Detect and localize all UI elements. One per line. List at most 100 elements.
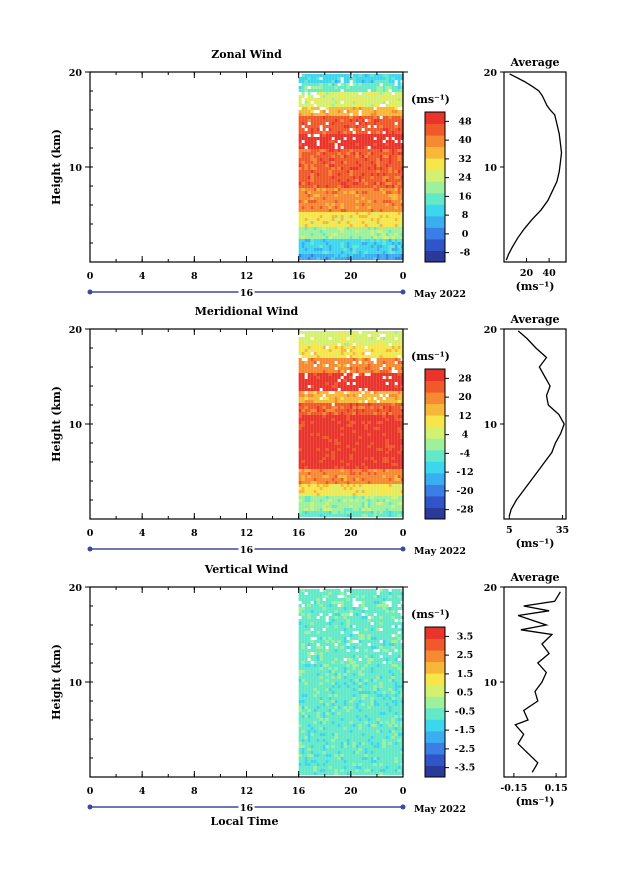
heatmap-cell xyxy=(370,340,374,343)
heatmap-cell xyxy=(379,481,383,484)
heatmap-cell xyxy=(385,637,389,640)
heatmap-cell xyxy=(325,490,329,493)
heatmap-cell xyxy=(325,415,329,418)
heatmap-cell xyxy=(337,610,341,613)
heatmap-cell xyxy=(313,361,317,364)
heatmap-cell xyxy=(304,643,308,646)
heatmap-cell xyxy=(361,640,365,643)
heatmap-cell xyxy=(361,502,365,505)
heatmap-cell xyxy=(349,490,353,493)
heatmap-cell xyxy=(316,379,320,382)
heatmap-cell xyxy=(322,343,326,346)
date-range-end xyxy=(400,289,406,295)
heatmap-cell xyxy=(331,619,335,622)
heatmap-cell xyxy=(322,514,326,517)
heatmap-cell xyxy=(304,472,308,475)
heatmap-cell xyxy=(391,110,395,113)
heatmap-cell xyxy=(364,355,368,358)
heatmap-cell xyxy=(352,164,356,167)
heatmap-cell xyxy=(355,442,359,445)
heatmap-cell xyxy=(394,496,398,499)
heatmap-cell xyxy=(397,188,401,191)
heatmap-cell xyxy=(358,125,362,128)
heatmap-cell xyxy=(328,101,332,104)
heatmap-cell xyxy=(322,173,326,176)
heatmap-cell xyxy=(364,158,368,161)
heatmap-cell xyxy=(367,113,371,116)
heatmap-cell xyxy=(319,137,323,140)
heatmap-cell xyxy=(361,173,365,176)
heatmap-cell xyxy=(355,119,359,122)
heatmap-cell xyxy=(382,433,386,436)
heatmap-cell xyxy=(337,589,341,592)
heatmap-cell xyxy=(391,104,395,107)
profile-line xyxy=(508,330,565,517)
heatmap-cell xyxy=(379,155,383,158)
heatmap-cell xyxy=(361,245,365,248)
heatmap-cell xyxy=(319,604,323,607)
heatmap-cell xyxy=(397,412,401,415)
heatmap-cell xyxy=(325,86,329,89)
heatmap-cell xyxy=(310,346,314,349)
heatmap-cell xyxy=(316,463,320,466)
heatmap-cell xyxy=(322,421,326,424)
heatmap-cell xyxy=(340,355,344,358)
heatmap-cell xyxy=(325,604,329,607)
heatmap-cell xyxy=(397,490,401,493)
heatmap-cell xyxy=(304,182,308,185)
heatmap-cell xyxy=(325,257,329,260)
heatmap-cell xyxy=(334,113,338,116)
heatmap-cell xyxy=(343,625,347,628)
heatmap-cell xyxy=(391,601,395,604)
heatmap-cell xyxy=(388,370,392,373)
heatmap-cell xyxy=(298,496,302,499)
heatmap-cell xyxy=(385,448,389,451)
heatmap-cell xyxy=(358,74,362,77)
heatmap-cell xyxy=(391,122,395,125)
heatmap-cell xyxy=(316,113,320,116)
heatmap-cell xyxy=(316,173,320,176)
heatmap-cell xyxy=(352,475,356,478)
heatmap-cell xyxy=(373,98,377,101)
heatmap-cell xyxy=(328,394,332,397)
heatmap-cell xyxy=(301,173,305,176)
heatmap-cell xyxy=(310,98,314,101)
heatmap-cell xyxy=(397,218,401,221)
heatmap-cell xyxy=(358,451,362,454)
heatmap-cell xyxy=(328,418,332,421)
heatmap-cell xyxy=(316,481,320,484)
heatmap-cell xyxy=(358,86,362,89)
heatmap-cell xyxy=(391,448,395,451)
heatmap-cell xyxy=(328,592,332,595)
heatmap-cell xyxy=(364,233,368,236)
heatmap-cell xyxy=(331,469,335,472)
heatmap-cell xyxy=(385,631,389,634)
heatmap-cell xyxy=(376,245,380,248)
heatmap-cell xyxy=(319,394,323,397)
heatmap-cell xyxy=(382,197,386,200)
heatmap-cell xyxy=(340,191,344,194)
heatmap-cell xyxy=(298,490,302,493)
heatmap-cell xyxy=(394,221,398,224)
heatmap-cell xyxy=(370,86,374,89)
heatmap-cell xyxy=(340,400,344,403)
heatmap-cell xyxy=(358,514,362,517)
heatmap-cell xyxy=(397,598,401,601)
heatmap-cell xyxy=(352,385,356,388)
heatmap-cell xyxy=(370,185,374,188)
heatmap-cell xyxy=(379,137,383,140)
heatmap-cell xyxy=(376,385,380,388)
heatmap-cell xyxy=(370,167,374,170)
heatmap-cell xyxy=(352,149,356,152)
heatmap-cell xyxy=(322,487,326,490)
heatmap-cell xyxy=(370,349,374,352)
heatmap-cell xyxy=(343,430,347,433)
heatmap-cell xyxy=(304,613,308,616)
heatmap-cell xyxy=(346,215,350,218)
heatmap-cell xyxy=(346,167,350,170)
heatmap-cell xyxy=(346,86,350,89)
heatmap-cell xyxy=(364,83,368,86)
heatmap-cell xyxy=(301,400,305,403)
heatmap-cell xyxy=(316,334,320,337)
heatmap-cell xyxy=(298,604,302,607)
